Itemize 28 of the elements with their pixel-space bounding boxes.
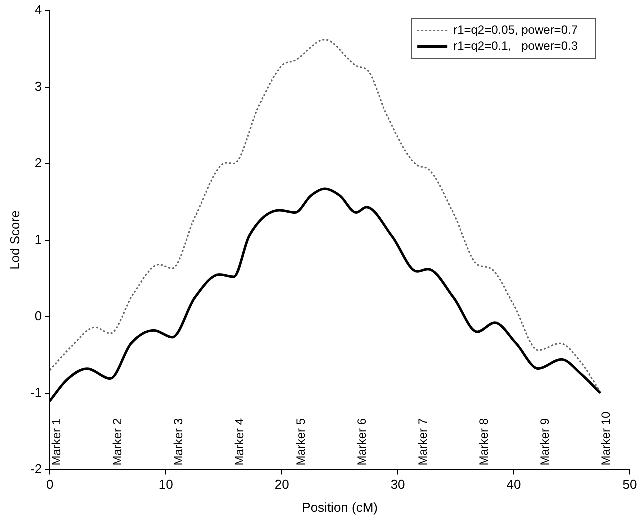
annotation: Marker 2: [110, 418, 125, 466]
legend-label: r1=q2=0.05, power=0.7: [454, 23, 578, 38]
y-axis-title: Lod Score: [7, 210, 22, 270]
x-tick-label: 50: [622, 477, 638, 492]
y-tick-label: 2: [34, 155, 42, 170]
y-tick-label: 1: [34, 232, 42, 247]
annotation: Marker 10: [599, 411, 614, 466]
x-tick-label: 20: [274, 477, 290, 492]
x-tick-label: 40: [506, 477, 522, 492]
annotation: Marker 4: [232, 418, 247, 466]
annotation: Marker 6: [354, 418, 369, 466]
x-tick-label: 30: [390, 477, 406, 492]
annotation: Marker 5: [294, 418, 308, 466]
y-tick-label: -1: [30, 384, 42, 400]
x-axis-title: Position (cM): [302, 500, 378, 515]
y-tick-label: 4: [34, 2, 42, 18]
annotation: Marker 7: [416, 418, 430, 466]
x-tick-label: 10: [158, 477, 174, 492]
y-tick-label: 0: [34, 308, 42, 324]
annotation: Marker 8: [477, 418, 492, 466]
annotation: Marker 3: [172, 418, 186, 466]
annotation: Marker 1: [49, 418, 64, 466]
y-tick-label: 3: [34, 78, 42, 94]
line-series: [50, 39, 601, 392]
x-tick-label: 0: [46, 477, 54, 492]
annotation: Marker 9: [538, 418, 552, 466]
y-tick-label: -2: [30, 461, 42, 476]
legend-label: r1=q2=0.1, power=0.3: [454, 39, 578, 54]
